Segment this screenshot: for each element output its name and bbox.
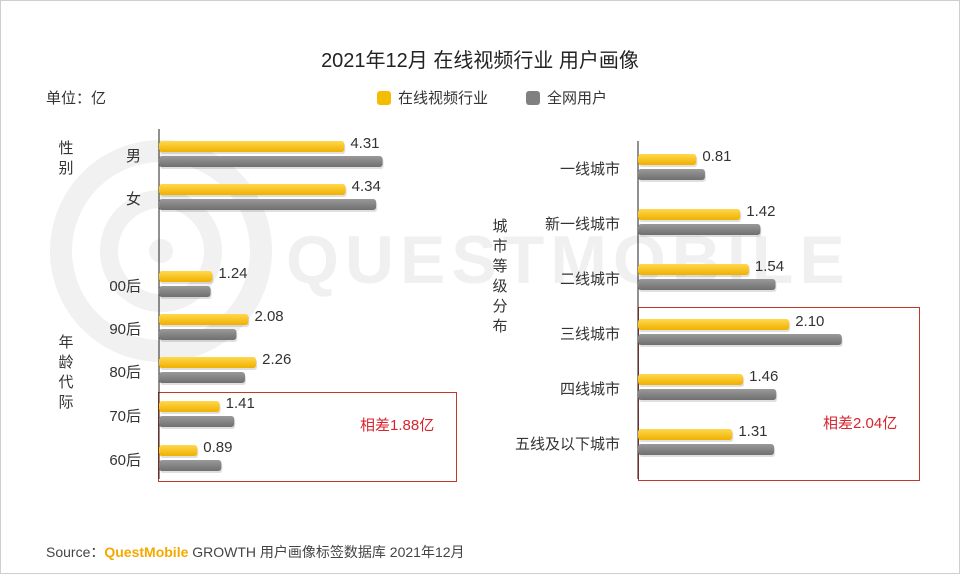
- right-bar-all-users: [638, 279, 776, 290]
- right-category-label: 五线及以下城市: [514, 436, 620, 453]
- right-bar-industry: [638, 209, 741, 220]
- left-bar-all-users: [159, 329, 237, 340]
- legend-item-industry: 在线视频行业: [377, 87, 488, 108]
- legend-label-industry: 在线视频行业: [398, 90, 489, 107]
- left-category-label: 70后: [109, 408, 141, 425]
- left-bar-industry: [159, 271, 213, 282]
- left-category-label: 90后: [109, 321, 141, 338]
- chart-title: 2021年12月 在线视频行业 用户画像: [321, 50, 639, 72]
- right-bar-industry: [638, 374, 744, 385]
- right-bar-all-users: [638, 389, 777, 400]
- right-value-label: 1.42: [746, 203, 776, 220]
- left-bar-all-users: [159, 156, 383, 167]
- right-value-label: 1.54: [754, 258, 785, 275]
- left-bar-industry: [159, 184, 346, 195]
- group-label-gender: 性别: [58, 140, 74, 177]
- left-value-label: 4.34: [351, 178, 381, 195]
- left-bar-all-users: [159, 416, 235, 427]
- annotation-left: 相差1.88亿: [360, 417, 435, 434]
- left-bar-industry: [159, 141, 345, 152]
- right-bar-industry: [638, 154, 697, 165]
- right-bar-industry: [638, 319, 790, 330]
- right-bar-all-users: [638, 334, 842, 345]
- left-category-label: 男: [125, 148, 141, 165]
- left-value-label: 4.31: [350, 135, 380, 152]
- right-bar-industry: [638, 429, 733, 440]
- right-category-label: 二线城市: [559, 271, 620, 288]
- left-bar-industry: [159, 445, 198, 456]
- source-brand: QuestMobile: [104, 544, 189, 560]
- left-bar-all-users: [159, 286, 211, 297]
- right-category-label: 新一线城市: [544, 216, 620, 233]
- unit-label: 单位：亿: [46, 90, 107, 107]
- left-bar-all-users: [159, 372, 245, 383]
- source-suffix: GROWTH 用户画像标签数据库 2021年12月: [192, 544, 465, 560]
- left-category-label: 女: [125, 191, 141, 208]
- left-value-label: 2.26: [262, 351, 292, 368]
- left-bar-industry: [159, 401, 220, 412]
- left-category-label: 00后: [109, 278, 141, 295]
- right-value-label: 1.46: [749, 368, 779, 385]
- legend-item-all-users: 全网用户: [526, 87, 607, 108]
- right-bar-all-users: [638, 444, 775, 455]
- right-value-label: 1.31: [738, 423, 768, 440]
- right-value-label: 0.81: [702, 148, 732, 165]
- annotation-right: 相差2.04亿: [823, 415, 898, 432]
- left-bar-industry: [159, 314, 249, 325]
- left-bar-all-users: [159, 199, 377, 210]
- left-value-label: 1.24: [218, 265, 248, 282]
- group-label-city-tier: 城市等级分布: [492, 218, 508, 335]
- left-category-label: 60后: [109, 452, 141, 469]
- left-value-label: 1.41: [225, 395, 255, 412]
- left-value-label: 0.89: [203, 439, 233, 456]
- source-line: Source：QuestMobile GROWTH 用户画像标签数据库 2021…: [46, 542, 465, 562]
- right-bar-all-users: [638, 169, 705, 180]
- right-category-label: 一线城市: [559, 161, 620, 178]
- legend-swatch-industry: [377, 90, 391, 105]
- left-bar-all-users: [159, 460, 222, 471]
- right-category-label: 三线城市: [559, 326, 620, 343]
- right-bar-all-users: [638, 224, 761, 235]
- legend-swatch-all-users: [526, 90, 540, 105]
- group-label-age: 年龄代际: [58, 334, 74, 411]
- right-value-label: 2.10: [795, 313, 825, 330]
- left-category-label: 80后: [109, 364, 141, 381]
- source-prefix: Source：: [46, 544, 105, 560]
- left-value-label: 2.08: [254, 308, 284, 325]
- right-bar-industry: [638, 264, 749, 275]
- right-category-label: 四线城市: [559, 381, 620, 398]
- left-bar-industry: [159, 357, 257, 368]
- legend-label-all-users: 全网用户: [547, 90, 608, 107]
